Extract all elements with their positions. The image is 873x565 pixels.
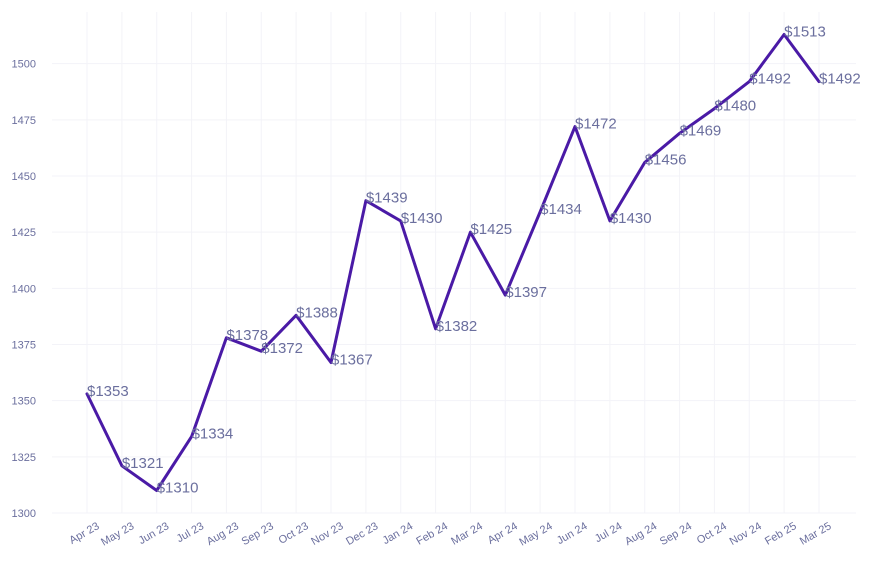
y-tick-label: 1450	[12, 171, 36, 183]
grid-layer	[52, 12, 856, 514]
y-axis: 1300 1325 1350 1375 1400 1425 1450 1475 1500	[12, 59, 36, 520]
data-label: $1334	[192, 426, 234, 443]
x-tick-label: Jan 24	[381, 520, 416, 547]
y-tick-label: 1350	[12, 396, 36, 408]
data-label: $1439	[366, 190, 408, 207]
data-label: $1480	[714, 98, 756, 115]
x-tick-label: May 23	[99, 520, 136, 548]
y-tick-label: 1375	[12, 340, 36, 352]
x-tick-label: May 24	[517, 520, 554, 548]
x-tick-label: Mar 24	[449, 520, 485, 548]
y-tick-label: 1300	[12, 508, 36, 520]
x-tick-label: Sep 23	[240, 520, 276, 548]
series-line	[85, 33, 821, 492]
x-tick-label: Nov 23	[309, 520, 345, 548]
x-tick-label: Aug 23	[205, 520, 241, 548]
data-label: $1472	[575, 116, 617, 133]
data-label: $1310	[157, 480, 199, 497]
data-label: $1430	[610, 210, 652, 227]
data-label: $1456	[645, 152, 687, 169]
x-tick-label: Oct 24	[695, 520, 729, 547]
x-tick-label: Mar 25	[798, 520, 834, 548]
x-tick-label: Sep 24	[658, 520, 694, 548]
data-label: $1353	[87, 383, 129, 400]
data-label: $1492	[749, 71, 791, 88]
data-label: $1367	[331, 351, 373, 368]
x-tick-label: Feb 24	[414, 520, 450, 548]
y-tick-label: 1500	[12, 59, 36, 71]
x-tick-label: Aug 24	[623, 520, 659, 548]
y-tick-label: 1475	[12, 115, 36, 127]
data-label: $1321	[122, 455, 164, 472]
y-tick-label: 1325	[12, 452, 36, 464]
x-tick-label: Jul 24	[593, 520, 624, 545]
data-labels: $1353 $1321 $1310 $1334 $1378$1372 $1388 $1367…	[87, 23, 861, 496]
x-tick-label: Dec 23	[344, 520, 380, 548]
data-label: $1492	[819, 71, 861, 88]
x-tick-label: Feb 25	[763, 520, 799, 548]
data-label: $1513	[784, 23, 826, 40]
series-layer	[85, 33, 821, 492]
x-tick-label: Jul 23	[175, 520, 206, 545]
data-label: $1430	[401, 210, 443, 227]
data-label: $1434	[540, 201, 582, 218]
y-tick-label: 1400	[12, 283, 36, 295]
data-label: $1469	[680, 122, 722, 139]
data-label: $1378	[226, 327, 268, 344]
data-label: $1388	[296, 304, 338, 321]
data-label: $1372	[261, 340, 303, 357]
y-tick-label: 1425	[12, 227, 36, 239]
x-tick-label: Apr 24	[486, 520, 520, 547]
x-tick-label: Apr 23	[67, 520, 101, 547]
x-tick-label: Jun 24	[555, 520, 590, 547]
data-label: $1382	[436, 318, 478, 335]
data-label: $1397	[505, 284, 547, 301]
data-label: $1425	[470, 221, 512, 238]
x-tick-label: Nov 24	[728, 520, 764, 548]
x-tick-label: Oct 23	[277, 520, 311, 547]
x-tick-label: Jun 23	[137, 520, 172, 547]
